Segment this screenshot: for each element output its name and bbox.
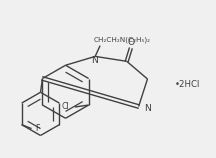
Text: N: N [91,56,98,65]
Text: F: F [35,124,40,133]
Text: •2HCl: •2HCl [175,80,200,89]
Text: CH₂CH₂N(C₂H₅)₂: CH₂CH₂N(C₂H₅)₂ [93,36,150,43]
Text: N: N [145,104,151,113]
Text: Cl: Cl [61,103,69,112]
Text: O: O [127,38,134,47]
